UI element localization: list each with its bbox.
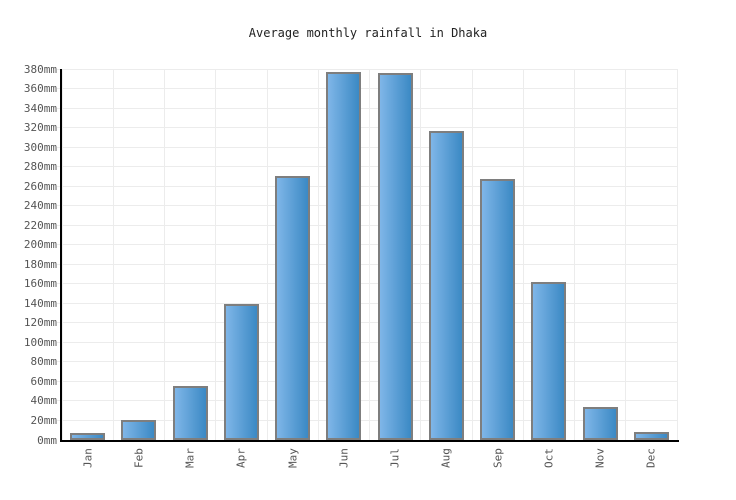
x-gridline (522, 69, 524, 440)
x-gridline (164, 69, 165, 440)
y-tick-label: 140mm (23, 296, 57, 310)
y-gridline (57, 302, 677, 304)
y-gridline (57, 68, 677, 70)
x-axis-line (60, 440, 679, 442)
y-tick-label: 240mm (23, 199, 57, 213)
y-gridline (57, 263, 677, 265)
x-gridline (215, 69, 217, 440)
y-tick-label: 300mm (23, 140, 57, 154)
bar-mar (172, 386, 208, 440)
x-tick-label: Jun (337, 448, 351, 468)
y-gridline (57, 341, 677, 343)
y-gridline (57, 361, 677, 363)
x-tick-label: Jan (81, 448, 95, 468)
y-tick-label: 260mm (23, 179, 57, 193)
bar-sep (480, 179, 516, 440)
bar-aug (428, 130, 464, 440)
y-gridline (57, 166, 677, 168)
x-tick-label: Sep (491, 448, 505, 468)
y-tick-label: 20mm (30, 413, 58, 427)
y-gridline (57, 322, 677, 324)
y-tick-label: 100mm (23, 335, 57, 349)
x-tick-label: Jul (388, 448, 402, 468)
x-gridline (266, 69, 268, 440)
bar-nov (582, 406, 618, 440)
y-tick-label: 40mm (30, 394, 58, 408)
y-axis-line (60, 69, 62, 442)
y-gridline (57, 224, 677, 226)
y-tick-label: 0mm (37, 433, 57, 447)
x-tick-label: Dec (644, 448, 658, 468)
y-tick-label: 200mm (23, 238, 57, 252)
x-tick-label: Apr (234, 448, 248, 468)
y-gridline (57, 107, 677, 109)
y-tick-label: 220mm (23, 218, 57, 232)
x-gridline (112, 69, 114, 440)
y-tick-label: 380mm (23, 62, 57, 76)
y-gridline (57, 205, 677, 207)
x-gridline (369, 69, 370, 440)
y-tick-label: 280mm (23, 160, 57, 174)
bar-feb (121, 420, 157, 440)
x-gridline (317, 69, 319, 440)
y-tick-label: 360mm (23, 82, 57, 96)
x-gridline (574, 69, 575, 440)
y-gridline (57, 127, 677, 129)
bar-jun (326, 71, 362, 440)
bar-oct (531, 281, 567, 440)
x-gridline (61, 69, 63, 440)
bar-dec (633, 432, 669, 440)
x-tick-label: May (286, 448, 300, 468)
bar-may (275, 176, 311, 440)
y-gridline (57, 283, 677, 285)
y-tick-label: 120mm (23, 316, 57, 330)
y-tick-label: 340mm (23, 101, 57, 115)
y-tick-label: 160mm (23, 277, 57, 291)
x-gridline (676, 69, 678, 440)
y-gridline (57, 185, 677, 187)
bar-jul (377, 72, 413, 440)
y-gridline (57, 88, 677, 90)
x-gridline (420, 69, 422, 440)
y-gridline (57, 146, 677, 148)
bar-apr (223, 304, 259, 440)
y-gridline (57, 380, 677, 382)
x-tick-label: Aug (439, 448, 453, 468)
y-gridline (57, 400, 677, 402)
y-gridline (57, 419, 677, 421)
x-gridline (625, 69, 627, 440)
chart-title: Average monthly rainfall in Dhaka (248, 26, 488, 40)
x-tick-label: Oct (542, 448, 556, 468)
x-tick-label: Nov (593, 448, 607, 468)
bar-jan (70, 433, 106, 440)
x-tick-label: Feb (132, 448, 146, 468)
x-tick-label: Mar (183, 448, 197, 468)
y-tick-label: 320mm (23, 121, 57, 135)
y-tick-label: 80mm (30, 355, 58, 369)
y-gridline (57, 244, 677, 246)
x-gridline (471, 69, 473, 440)
y-tick-label: 60mm (30, 374, 58, 388)
y-tick-label: 180mm (23, 257, 57, 271)
